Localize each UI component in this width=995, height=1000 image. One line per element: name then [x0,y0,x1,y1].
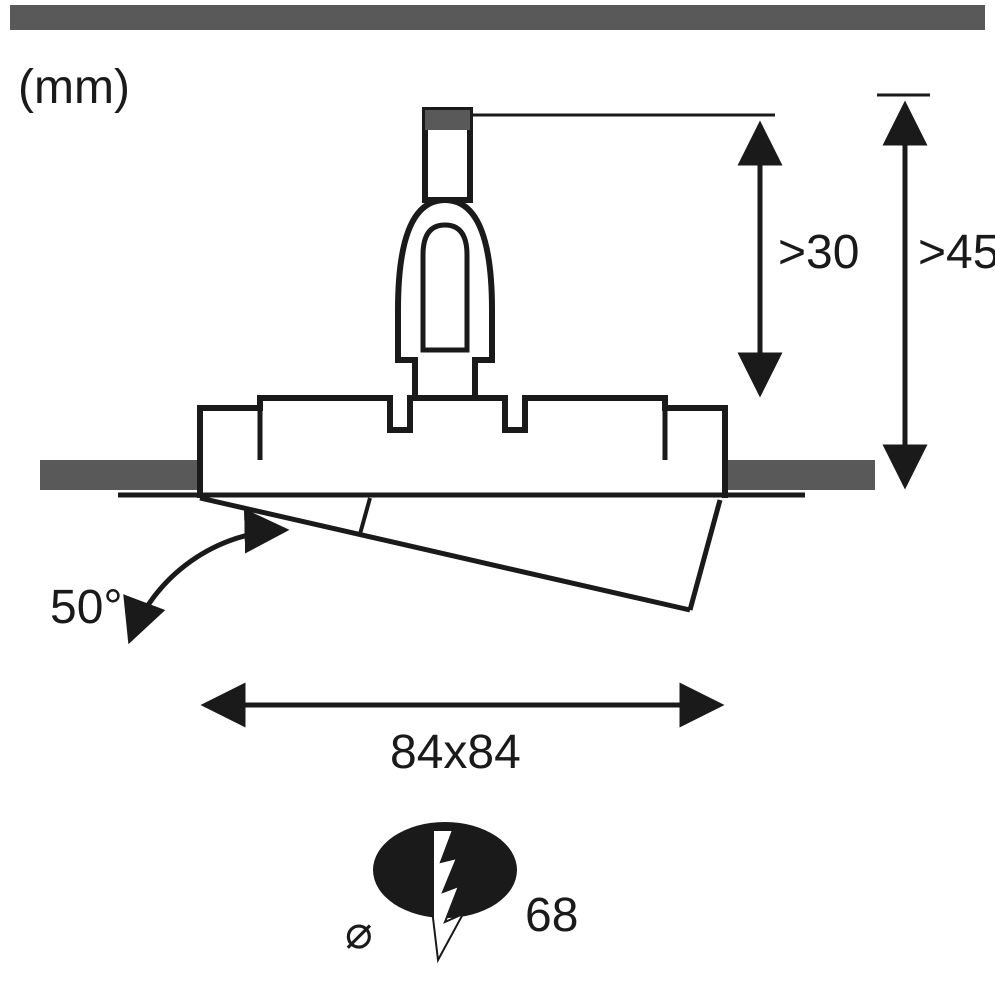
fixture-housing [200,398,725,460]
unit-label: (mm) [18,60,130,115]
mount-right [725,460,875,490]
tilt-plate [200,498,720,610]
diagram-svg [0,0,995,1000]
dim-45-label: >45 [918,225,995,280]
tilt-angle-arc [130,530,285,640]
tilt-angle-label: 50° [50,580,123,635]
lamp-socket-outline [398,200,492,398]
mount-left [40,460,200,490]
ceiling-bar [10,5,985,30]
diameter-symbol: ⌀ [345,905,373,959]
cutout-diameter-label: 68 [525,888,578,943]
dim-84-label: 84x84 [390,725,521,780]
technical-diagram: (mm) >30 >45 50° 84x84 ⌀ 68 [0,0,995,1000]
dim-30-label: >30 [778,225,859,280]
